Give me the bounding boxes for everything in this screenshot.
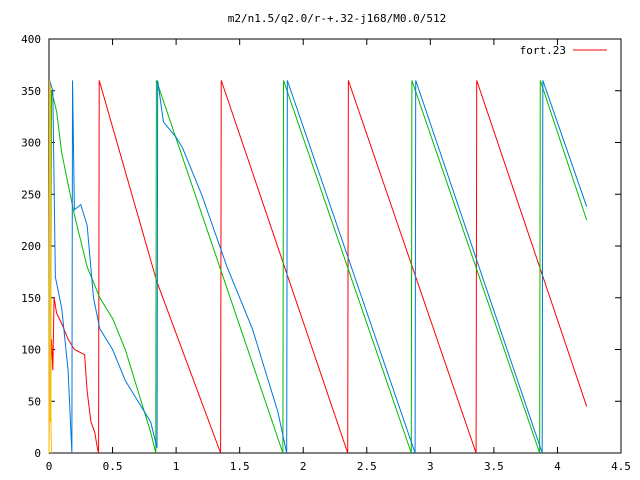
y-tick-label: 200	[21, 240, 41, 253]
series-line-3	[48, 80, 53, 454]
x-tick-label: 1.5	[230, 460, 250, 473]
y-tick-label: 150	[21, 292, 41, 305]
legend: fort.23	[520, 44, 607, 57]
y-tick-label: 50	[28, 395, 41, 408]
x-tick-label: 3.5	[484, 460, 504, 473]
x-tick-label: 3	[427, 460, 434, 473]
y-tick-label: 250	[21, 188, 41, 201]
x-tick-label: 0	[46, 460, 53, 473]
chart-title: m2/n1.5/q2.0/r-+.32-j168/M0.0/512	[228, 12, 447, 25]
x-tick-label: 2	[300, 460, 307, 473]
y-tick-label: 400	[21, 33, 41, 46]
y-tick-label: 0	[34, 447, 41, 460]
plot-frame	[48, 38, 622, 454]
legend-label: fort.23	[520, 44, 566, 57]
y-tick-label: 350	[21, 85, 41, 98]
x-tick-label: 1	[173, 460, 180, 473]
series-line-1	[48, 80, 588, 454]
y-tick-label: 100	[21, 344, 41, 357]
x-tick-label: 4.5	[611, 460, 631, 473]
axis-ticks: 0 50 100 150 200 250 300 350 400 0 0.5 1 1.5 2 2.5 3 3.5…	[21, 33, 631, 473]
series-line-2	[48, 80, 588, 454]
x-tick-label: 4	[554, 460, 561, 473]
series-group	[48, 80, 588, 454]
x-tick-label: 0.5	[103, 460, 123, 473]
y-tick-label: 300	[21, 137, 41, 150]
x-tick-label: 2.5	[357, 460, 377, 473]
series-line-0	[48, 80, 588, 454]
